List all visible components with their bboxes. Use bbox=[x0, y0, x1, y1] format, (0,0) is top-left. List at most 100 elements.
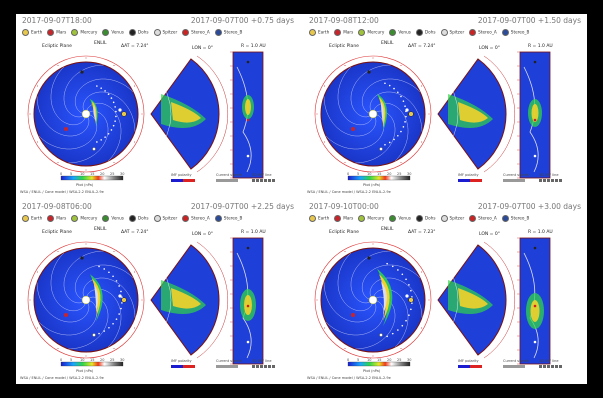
legend-label: Spitzer bbox=[449, 29, 465, 35]
legend-label: Mars bbox=[343, 29, 354, 35]
imf-line-label: 3D IMF line bbox=[539, 173, 559, 177]
panel-date: 2017-09-10T00:00 bbox=[309, 202, 379, 211]
legend-label: Mercury bbox=[80, 29, 98, 35]
legend-dot-icon bbox=[415, 215, 423, 222]
legend-dot-icon bbox=[440, 215, 448, 222]
legend-label: Stereo_A bbox=[478, 215, 497, 221]
model-label: ENLIL bbox=[381, 41, 394, 46]
legend-dot-icon bbox=[309, 215, 316, 222]
legend-item: Venus bbox=[102, 215, 124, 222]
legend-dot-icon bbox=[358, 215, 366, 222]
legend-label: Earth bbox=[31, 29, 43, 35]
legend-dot-icon bbox=[334, 215, 342, 222]
legend-dot-icon bbox=[415, 29, 423, 36]
colorbar-title: Ptot (nPa) bbox=[76, 369, 94, 373]
legend-item: Mars bbox=[47, 215, 66, 222]
legend-dot-icon bbox=[501, 215, 509, 222]
legend-label: Spitzer bbox=[449, 215, 465, 221]
angle-label: ΔAT = 7.24° bbox=[121, 230, 149, 235]
legend-dot-icon bbox=[102, 215, 110, 222]
planet-legend: Earth Mars Mercury Venus Dohs Spitzer Stereo_A… bbox=[309, 29, 534, 36]
legend-item: Venus bbox=[389, 215, 411, 222]
legend-item: Spitzer bbox=[440, 215, 465, 222]
model-label: ENLIL bbox=[94, 41, 107, 46]
current-sheet-label: Current sheeth bbox=[216, 173, 243, 177]
angle-label: ΔAT = 7.24° bbox=[408, 44, 436, 49]
legend-label: Spitzer bbox=[162, 29, 178, 35]
footer-credit: WSA / ENLIL / Cone model / WSA-2.2 ENLIL… bbox=[20, 190, 104, 194]
legend-label: Mars bbox=[56, 215, 67, 221]
footer-credit: WSA / ENLIL / Cone model / WSA-2.2 ENLIL… bbox=[307, 190, 391, 194]
colorbar-tick: 10 bbox=[367, 358, 372, 362]
legend-label: Mercury bbox=[367, 29, 385, 35]
colorbar-tick: 15 bbox=[377, 358, 382, 362]
legend-dot-icon bbox=[153, 29, 161, 36]
colorbar-tick: 5 bbox=[357, 358, 360, 362]
legend-item: Earth bbox=[309, 215, 329, 222]
panel-offset: 2017-09-07T00 +0.75 days bbox=[190, 16, 294, 25]
legend-item: Mercury bbox=[71, 215, 97, 222]
legend-label: Venus bbox=[111, 215, 124, 221]
legend-dot-icon bbox=[47, 215, 55, 222]
radius-label: R = 1.0 AU bbox=[241, 230, 266, 235]
legend-label: Mercury bbox=[80, 215, 98, 221]
legend-dot-icon bbox=[102, 29, 110, 36]
colorbar-tick: 10 bbox=[367, 172, 372, 176]
legend-label: Stereo_B bbox=[223, 29, 243, 35]
legend-dot-icon bbox=[71, 215, 79, 222]
legend-item: Mars bbox=[47, 29, 66, 36]
ecliptic-label: Ecliptic Plane bbox=[42, 230, 72, 235]
panel-header: 2017-09-07T18:00 2017-09-07T00 +0.75 days bbox=[22, 16, 294, 28]
legend-label: Stereo_B bbox=[223, 215, 243, 221]
legend-dot-icon bbox=[501, 29, 509, 36]
panel-offset: 2017-09-07T00 +3.00 days bbox=[477, 202, 581, 211]
panel-header: 2017-09-08T06:00 2017-09-07T00 +2.25 days bbox=[22, 202, 294, 214]
legend-dot-icon bbox=[71, 29, 79, 36]
colorbar-tick: 25 bbox=[110, 358, 115, 362]
legend-label: Dohs bbox=[137, 29, 149, 35]
legend-dot-icon bbox=[469, 215, 477, 222]
panel-date: 2017-09-08T12:00 bbox=[309, 16, 379, 25]
legend-label: Mars bbox=[343, 215, 354, 221]
legend-label: Dohs bbox=[137, 215, 149, 221]
planet-legend: Earth Mars Mercury Venus Dohs Spitzer Stereo_A… bbox=[309, 215, 534, 222]
legend-item: Stereo_A bbox=[469, 29, 497, 36]
colorbar-tick: 20 bbox=[100, 358, 105, 362]
legend-item: Mercury bbox=[358, 29, 384, 36]
panel-date: 2017-09-08T06:00 bbox=[22, 202, 92, 211]
legend-dot-icon bbox=[128, 215, 136, 222]
legend-item: Earth bbox=[309, 29, 329, 36]
colorbar-tick: 10 bbox=[80, 358, 85, 362]
legend-label: Venus bbox=[111, 29, 124, 35]
radius-label: R = 1.0 AU bbox=[241, 44, 266, 49]
radius-label: R = 1.0 AU bbox=[528, 44, 553, 49]
legend-item: Earth bbox=[22, 29, 42, 36]
legend-item: Mars bbox=[334, 215, 353, 222]
colorbar-tick: 0 bbox=[60, 358, 63, 362]
lon-label: LON = 0° bbox=[479, 46, 500, 51]
legend-dot-icon bbox=[22, 29, 29, 36]
imf-polarity-label: IMF polarity bbox=[171, 359, 192, 363]
legend-label: Stereo_B bbox=[510, 215, 530, 221]
legend-label: Stereo_A bbox=[478, 29, 497, 35]
angle-label: ΔAT = 7.23° bbox=[408, 230, 436, 235]
colorbar-title: Ptot (nPa) bbox=[76, 183, 94, 187]
panel-offset: 2017-09-07T00 +1.50 days bbox=[477, 16, 581, 25]
angle-label: ΔAT = 7.24° bbox=[121, 44, 149, 49]
legend-dot-icon bbox=[309, 29, 316, 36]
legend-label: Mercury bbox=[367, 215, 385, 221]
footer-credit: WSA / ENLIL / Cone model / WSA-2.2 ENLIL… bbox=[20, 376, 104, 380]
legend-item: Stereo_B bbox=[501, 29, 529, 36]
panel-date: 2017-09-07T18:00 bbox=[22, 16, 92, 25]
legend-label: Stereo_A bbox=[191, 215, 210, 221]
model-label: ENLIL bbox=[94, 227, 107, 232]
legend-dot-icon bbox=[182, 215, 190, 222]
imf-line-label: 3D IMF line bbox=[252, 173, 272, 177]
colorbar-tick: 5 bbox=[357, 172, 360, 176]
planet-legend: Earth Mars Mercury Venus Dohs Spitzer Stereo_A… bbox=[22, 29, 247, 36]
colorbar-tick: 15 bbox=[90, 172, 95, 176]
legend-item: Mercury bbox=[358, 215, 384, 222]
imf-polarity-label: IMF polarity bbox=[458, 359, 479, 363]
figure-sheet: 2017-09-07T18:00 2017-09-07T00 +0.75 days… bbox=[16, 14, 587, 384]
enlil-plots bbox=[27, 237, 275, 368]
